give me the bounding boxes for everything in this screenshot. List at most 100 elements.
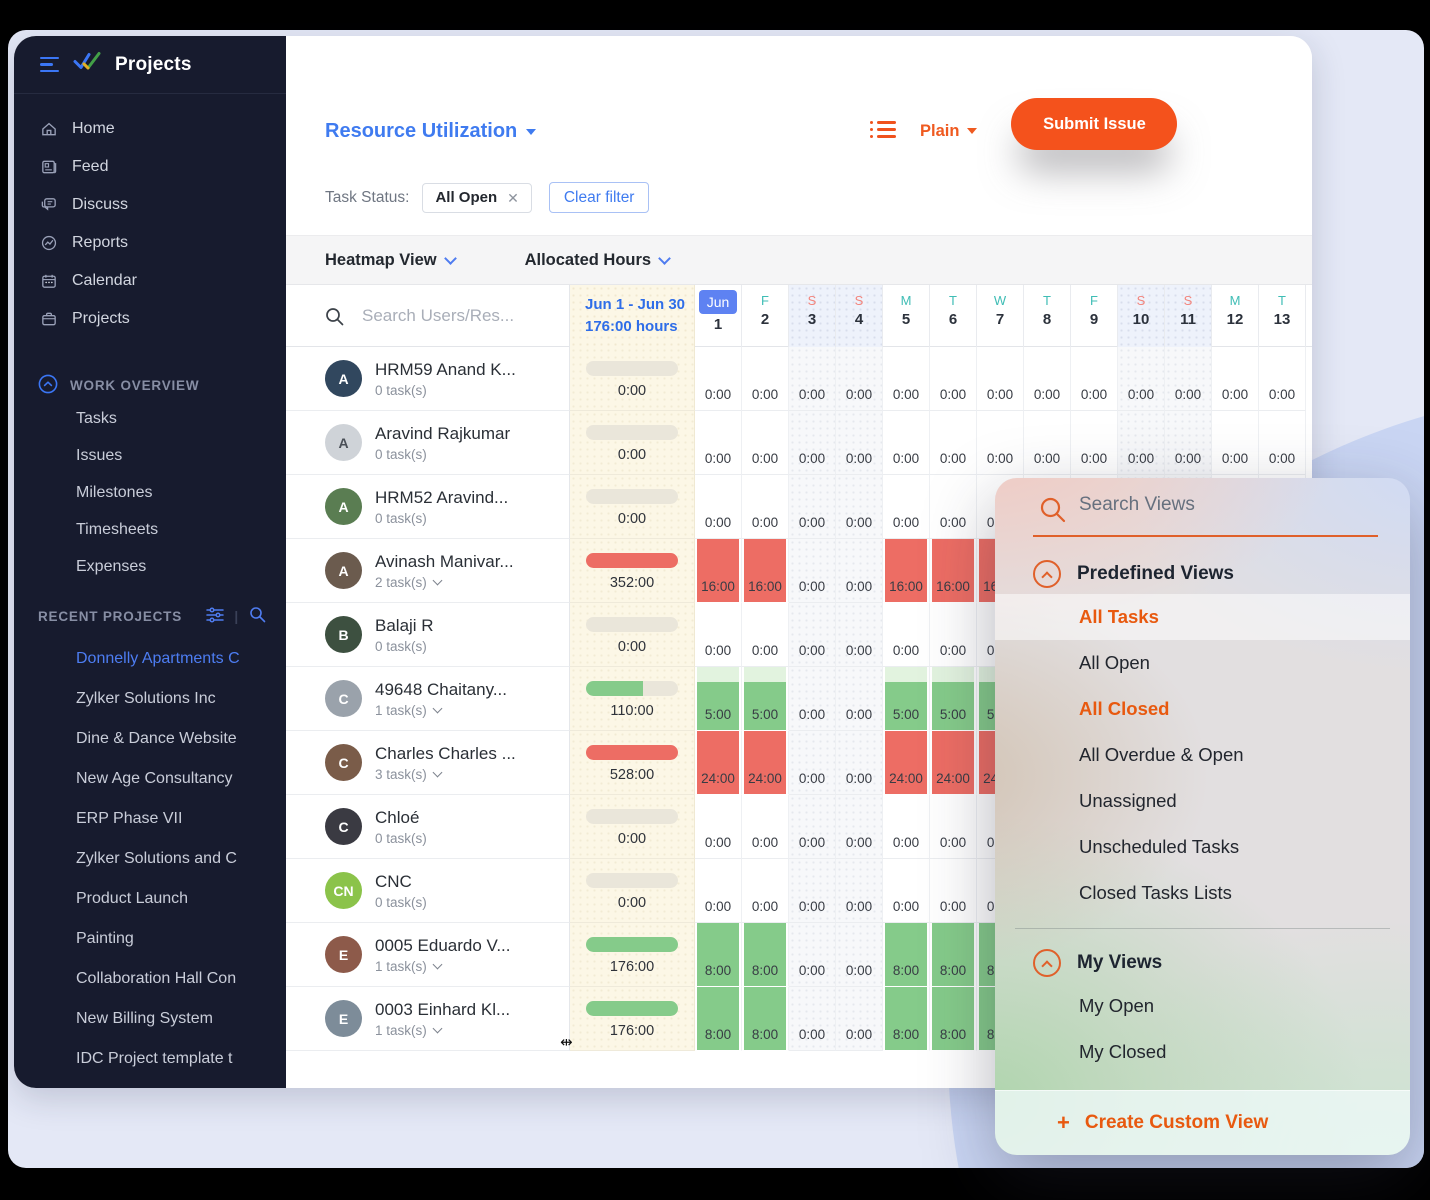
view-item[interactable]: Unscheduled Tasks [1079, 836, 1240, 857]
sidebar-item-calendar[interactable]: Calendar [14, 262, 286, 300]
allocation-cell[interactable]: 0:00 [1024, 411, 1071, 475]
user-cell[interactable]: E 0005 Eduardo V... 1 task(s) [286, 923, 570, 987]
remove-filter-icon[interactable]: ✕ [507, 189, 519, 206]
sidebar-item-feed[interactable]: Feed [14, 148, 286, 186]
sidebar-item-issues[interactable]: Issues [76, 446, 123, 464]
user-cell[interactable]: C Charles Charles ... 3 task(s) [286, 731, 570, 795]
collapse-circle-icon[interactable] [1033, 949, 1061, 977]
sidebar-item-reports[interactable]: Reports [14, 224, 286, 262]
recent-project-item[interactable]: ERP Phase VII [76, 810, 183, 827]
hamburger-menu-icon[interactable] [40, 56, 59, 73]
recent-project-item[interactable]: New Age Consultancy [76, 770, 233, 787]
allocation-cell[interactable]: 0:00 [930, 347, 977, 411]
allocation-cell[interactable]: 8:00 [883, 987, 930, 1051]
layout-mode-dropdown[interactable]: Plain [920, 122, 978, 141]
collapse-circle-icon[interactable] [38, 374, 58, 397]
allocation-cell[interactable]: 0:00 [1024, 347, 1071, 411]
allocation-cell[interactable]: 0:00 [930, 859, 977, 923]
metric-dropdown[interactable]: Allocated Hours [525, 251, 671, 270]
expand-chevron-icon[interactable] [432, 575, 443, 586]
allocation-cell[interactable]: 0:00 [836, 859, 883, 923]
view-item[interactable]: My Open [1079, 995, 1155, 1016]
view-item[interactable]: Closed Tasks Lists [1079, 882, 1232, 903]
column-resize-handle[interactable]: ⇹ [560, 1034, 573, 1051]
allocation-cell[interactable]: 0:00 [789, 411, 836, 475]
view-item[interactable]: All Overdue & Open [1079, 744, 1244, 765]
report-title-dropdown[interactable]: Resource Utilization [325, 120, 537, 143]
allocation-cell[interactable]: 0:00 [789, 731, 836, 795]
user-cell[interactable]: A Aravind Rajkumar 0 task(s) [286, 411, 570, 475]
allocation-cell[interactable]: 0:00 [930, 603, 977, 667]
view-item[interactable]: All Tasks [995, 594, 1410, 640]
allocation-cell[interactable]: 5:00 [930, 667, 977, 731]
allocation-cell[interactable]: 0:00 [1212, 411, 1259, 475]
allocation-cell[interactable]: 8:00 [742, 923, 789, 987]
create-custom-view-button[interactable]: + Create Custom View [995, 1090, 1410, 1155]
allocation-cell[interactable]: 0:00 [695, 347, 742, 411]
sidebar-item-timesheets[interactable]: Timesheets [76, 520, 159, 538]
user-cell[interactable]: A HRM52 Aravind... 0 task(s) [286, 475, 570, 539]
allocation-cell[interactable]: 0:00 [789, 347, 836, 411]
allocation-cell[interactable]: 0:00 [836, 731, 883, 795]
allocation-cell[interactable]: 0:00 [883, 859, 930, 923]
allocation-cell[interactable]: 16:00 [695, 539, 742, 603]
allocation-cell[interactable]: 8:00 [695, 923, 742, 987]
allocation-cell[interactable]: 16:00 [930, 539, 977, 603]
allocation-cell[interactable]: 5:00 [742, 667, 789, 731]
project-search-icon[interactable] [249, 606, 266, 626]
status-filter-chip[interactable]: All Open ✕ [422, 182, 532, 213]
user-cell[interactable]: B Balaji R 0 task(s) [286, 603, 570, 667]
sidebar-item-expenses[interactable]: Expenses [76, 557, 147, 575]
recent-project-item[interactable]: Zylker Solutions and C [76, 850, 237, 867]
recent-project-item[interactable]: Dine & Dance Website [76, 730, 237, 747]
allocation-cell[interactable]: 0:00 [836, 795, 883, 859]
recent-project-item[interactable]: Donnelly Apartments C [76, 650, 240, 667]
allocation-cell[interactable]: 0:00 [977, 411, 1024, 475]
allocation-cell[interactable]: 0:00 [789, 923, 836, 987]
expand-chevron-icon[interactable] [432, 959, 443, 970]
allocation-cell[interactable]: 16:00 [883, 539, 930, 603]
submit-issue-button[interactable]: Submit Issue [1011, 98, 1178, 150]
views-search-input[interactable] [1079, 494, 1349, 516]
recent-project-item[interactable]: Painting [76, 930, 134, 947]
recent-project-item[interactable]: New Billing System [76, 1010, 213, 1027]
allocation-cell[interactable]: 8:00 [695, 987, 742, 1051]
allocation-cell[interactable]: 0:00 [1165, 347, 1212, 411]
allocation-cell[interactable]: 0:00 [789, 603, 836, 667]
sidebar-item-tasks[interactable]: Tasks [76, 409, 117, 427]
allocation-cell[interactable]: 0:00 [695, 411, 742, 475]
allocation-cell[interactable]: 0:00 [1071, 411, 1118, 475]
allocation-cell[interactable]: 8:00 [930, 987, 977, 1051]
collapse-circle-icon[interactable] [1033, 560, 1061, 588]
allocation-cell[interactable]: 0:00 [836, 603, 883, 667]
allocation-cell[interactable]: 0:00 [1071, 347, 1118, 411]
allocation-cell[interactable]: 0:00 [883, 603, 930, 667]
allocation-cell[interactable]: 0:00 [742, 795, 789, 859]
recent-project-item[interactable]: IDC Project template t [76, 1050, 233, 1067]
user-cell[interactable]: A Avinash Manivar... 2 task(s) [286, 539, 570, 603]
expand-chevron-icon[interactable] [432, 703, 443, 714]
allocation-cell[interactable]: 0:00 [977, 347, 1024, 411]
allocation-cell[interactable]: 8:00 [742, 987, 789, 1051]
allocation-cell[interactable]: 0:00 [695, 475, 742, 539]
sidebar-item-milestones[interactable]: Milestones [76, 483, 153, 501]
allocation-cell[interactable]: 0:00 [1118, 411, 1165, 475]
allocation-cell[interactable]: 0:00 [1259, 411, 1306, 475]
user-cell[interactable]: A HRM59 Anand K... 0 task(s) [286, 347, 570, 411]
allocation-cell[interactable]: 0:00 [789, 795, 836, 859]
allocation-cell[interactable]: 0:00 [1165, 411, 1212, 475]
allocation-cell[interactable]: 0:00 [836, 667, 883, 731]
user-cell[interactable]: C Chloé 0 task(s) [286, 795, 570, 859]
allocation-cell[interactable]: 0:00 [695, 603, 742, 667]
allocation-cell[interactable]: 0:00 [742, 347, 789, 411]
allocation-cell[interactable]: 0:00 [695, 795, 742, 859]
view-item[interactable]: All Closed [1079, 698, 1170, 719]
allocation-cell[interactable]: 0:00 [836, 923, 883, 987]
expand-chevron-icon[interactable] [432, 767, 443, 778]
allocation-cell[interactable]: 0:00 [1118, 347, 1165, 411]
user-cell[interactable]: C 49648 Chaitany... 1 task(s) [286, 667, 570, 731]
allocation-cell[interactable]: 0:00 [789, 475, 836, 539]
allocation-cell[interactable]: 0:00 [742, 475, 789, 539]
allocation-cell[interactable]: 5:00 [883, 667, 930, 731]
allocation-cell[interactable]: 0:00 [836, 987, 883, 1051]
